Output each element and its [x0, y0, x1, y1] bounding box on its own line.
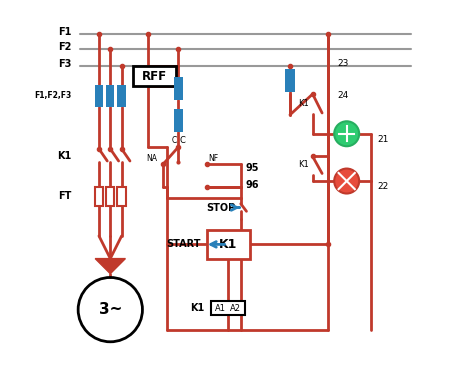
Text: 24: 24	[337, 91, 348, 101]
Text: K1: K1	[57, 152, 72, 162]
Text: F1: F1	[58, 27, 72, 37]
Bar	[173, 109, 183, 132]
Bar	[210, 301, 245, 315]
Text: A2: A2	[229, 304, 240, 313]
Text: FT: FT	[58, 191, 72, 201]
Text: A1: A1	[215, 304, 226, 313]
Text: 3~: 3~	[99, 302, 122, 317]
Text: K1: K1	[298, 99, 309, 108]
Text: 23: 23	[337, 59, 348, 68]
Text: 96: 96	[246, 180, 259, 190]
Text: START: START	[166, 239, 201, 250]
Text: RFF: RFF	[142, 70, 167, 83]
Text: K1: K1	[219, 238, 237, 251]
Bar	[173, 77, 183, 100]
Text: STOP: STOP	[206, 203, 235, 213]
Bar	[95, 187, 103, 206]
Text: C: C	[180, 136, 185, 145]
Text: 95: 95	[246, 163, 259, 173]
Text: K1: K1	[298, 160, 309, 170]
Bar	[118, 187, 126, 206]
Bar	[285, 69, 295, 92]
Text: K1: K1	[191, 303, 205, 313]
Bar	[95, 85, 103, 107]
Bar	[207, 230, 250, 259]
Text: F3: F3	[58, 59, 72, 69]
Text: NF: NF	[209, 154, 219, 163]
Bar	[106, 187, 114, 206]
Text: 22: 22	[377, 182, 388, 191]
Text: F2: F2	[58, 42, 72, 52]
Text: 21: 21	[377, 135, 388, 144]
Bar	[133, 66, 176, 86]
Circle shape	[334, 168, 359, 194]
Text: NA: NA	[146, 154, 157, 163]
Bar	[118, 85, 126, 107]
Polygon shape	[95, 259, 126, 274]
Text: C: C	[172, 136, 177, 145]
Bar	[106, 85, 114, 107]
Circle shape	[334, 121, 359, 146]
Text: F1,F2,F3: F1,F2,F3	[34, 91, 72, 101]
